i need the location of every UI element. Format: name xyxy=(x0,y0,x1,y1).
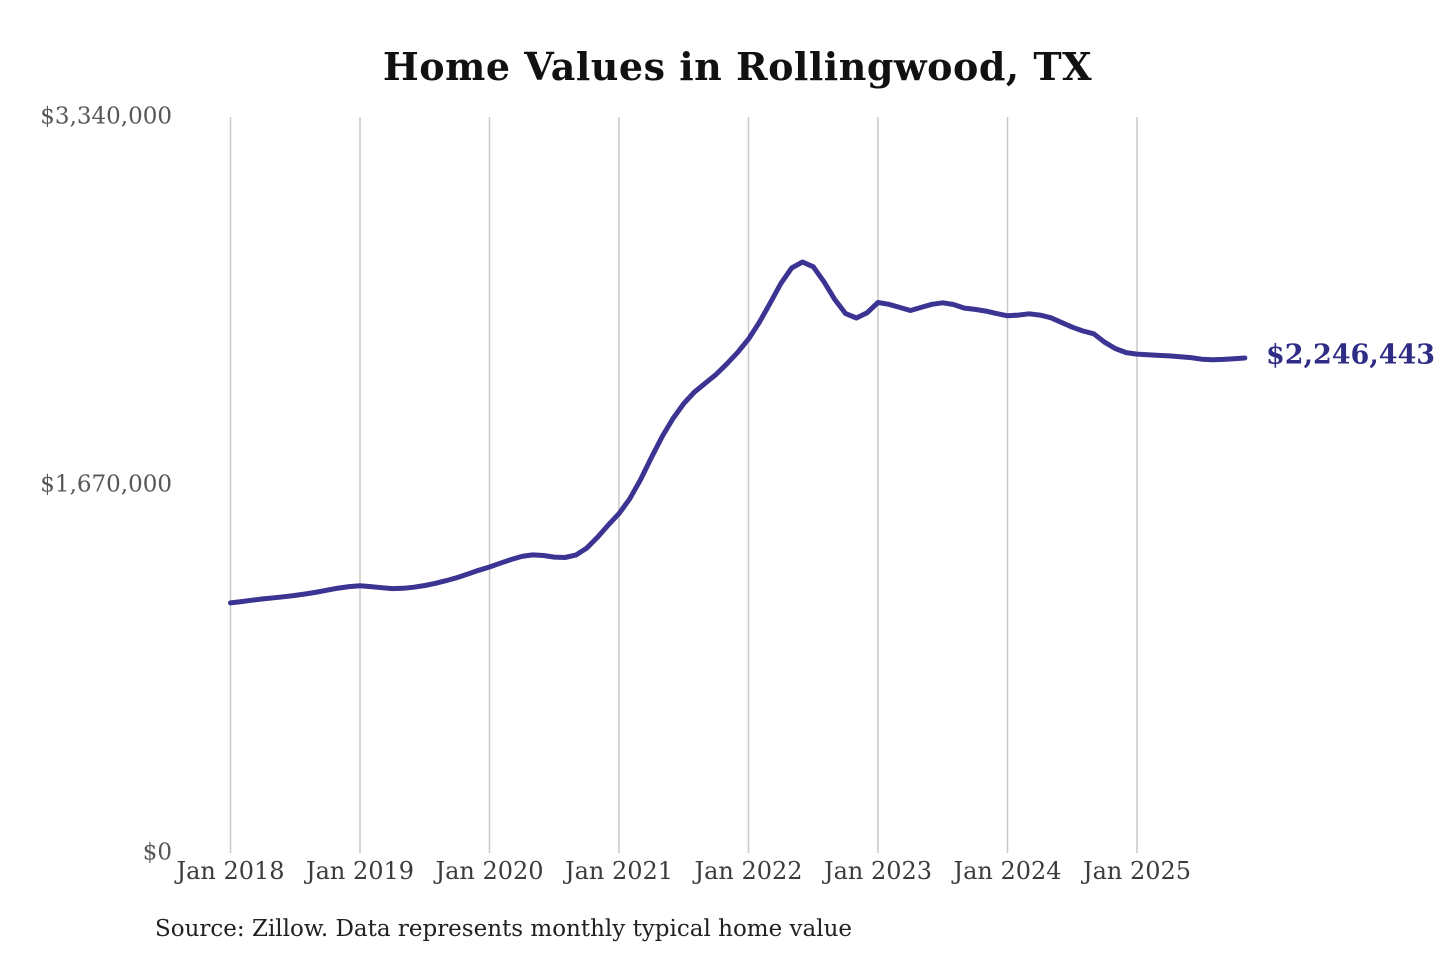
y-tick-label: $0 xyxy=(142,839,172,866)
x-tick-label: Jan 2018 xyxy=(176,857,285,885)
source-note: Source: Zillow. Data represents monthly … xyxy=(155,916,853,942)
y-tick-label: $3,340,000 xyxy=(40,103,172,130)
vertical-gridlines xyxy=(229,117,1138,853)
x-tick-label: Jan 2025 xyxy=(1082,857,1192,885)
x-tick-label: Jan 2022 xyxy=(694,857,803,885)
x-tick-label: Jan 2020 xyxy=(435,857,544,885)
x-tick-label: Jan 2021 xyxy=(564,857,674,885)
x-tick-label: Jan 2024 xyxy=(953,857,1062,885)
latest-value-label: $2,246,443 xyxy=(1266,339,1436,371)
home-value-line-series xyxy=(228,259,1248,606)
x-tick-label: Jan 2019 xyxy=(305,857,415,885)
x-tick-label: Jan 2023 xyxy=(823,857,933,885)
y-tick-label: $1,670,000 xyxy=(40,471,172,498)
chart-title: Home Values in Rollingwood, TX xyxy=(382,44,1093,89)
